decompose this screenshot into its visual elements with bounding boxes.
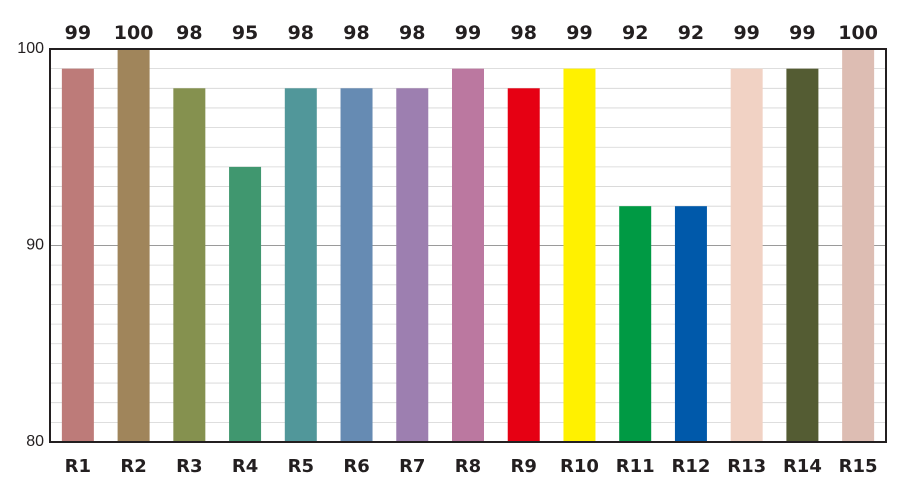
data-label-r3: 98 bbox=[176, 22, 202, 44]
bar-r12 bbox=[674, 206, 707, 442]
x-tick-label-r7: R7 bbox=[399, 456, 425, 477]
data-label-r11: 92 bbox=[622, 22, 648, 44]
bar-r14 bbox=[786, 68, 819, 443]
y-tick-label: 80 bbox=[26, 433, 44, 450]
x-tick-label-r11: R11 bbox=[616, 456, 655, 477]
y-tick-label: 100 bbox=[17, 40, 44, 57]
x-tick-label-r2: R2 bbox=[120, 456, 146, 477]
data-label-r2: 100 bbox=[114, 22, 154, 44]
data-labels: 99 100 98 95 98 98 98 99 98 99 92 92 99 99 100 bbox=[65, 22, 878, 44]
x-tick-label-r1: R1 bbox=[65, 456, 91, 477]
bar-r7 bbox=[396, 88, 429, 443]
data-label-r6: 98 bbox=[343, 22, 369, 44]
y-tick-label: 90 bbox=[26, 237, 44, 254]
data-label-r8: 99 bbox=[455, 22, 481, 44]
bar-r3 bbox=[173, 88, 206, 443]
data-label-r15: 100 bbox=[838, 22, 878, 44]
bars bbox=[61, 49, 875, 443]
x-tick-label-r14: R14 bbox=[783, 456, 822, 477]
data-label-r4: 95 bbox=[232, 22, 258, 44]
y-axis-ticks: 80 90 100 bbox=[17, 40, 44, 450]
data-label-r7: 98 bbox=[399, 22, 425, 44]
x-tick-label-r13: R13 bbox=[727, 456, 766, 477]
x-axis-ticks: R1 R2 R3 R4 R5 R6 R7 R8 R9 R10 R11 R12 R13 R14 R15 bbox=[65, 456, 878, 477]
x-tick-label-r8: R8 bbox=[455, 456, 481, 477]
bar-r8 bbox=[452, 68, 484, 443]
bar-r10 bbox=[563, 68, 596, 443]
data-label-r5: 98 bbox=[288, 22, 314, 44]
bar-r4 bbox=[229, 166, 262, 442]
x-tick-label-r10: R10 bbox=[560, 456, 599, 477]
data-label-r10: 99 bbox=[566, 22, 592, 44]
data-label-r13: 99 bbox=[733, 22, 759, 44]
bar-r9 bbox=[507, 88, 540, 443]
x-tick-label-r3: R3 bbox=[176, 456, 202, 477]
bar-r15 bbox=[842, 49, 875, 442]
bar-r6 bbox=[340, 88, 373, 443]
bar-r1 bbox=[61, 68, 94, 443]
x-tick-label-r9: R9 bbox=[511, 456, 537, 477]
x-tick-label-r15: R15 bbox=[839, 456, 878, 477]
bar-r13 bbox=[730, 68, 763, 443]
data-label-r12: 92 bbox=[678, 22, 704, 44]
plot-frame bbox=[49, 48, 887, 443]
bar-r5 bbox=[284, 88, 317, 443]
bar-r2 bbox=[117, 49, 150, 442]
x-tick-label-r4: R4 bbox=[232, 456, 258, 477]
bar-r11 bbox=[619, 206, 652, 442]
data-label-r1: 99 bbox=[65, 22, 91, 44]
x-tick-label-r12: R12 bbox=[671, 456, 710, 477]
x-tick-label-r5: R5 bbox=[288, 456, 314, 477]
data-label-r9: 98 bbox=[511, 22, 537, 44]
data-label-r14: 99 bbox=[789, 22, 815, 44]
x-tick-label-r6: R6 bbox=[343, 456, 369, 477]
